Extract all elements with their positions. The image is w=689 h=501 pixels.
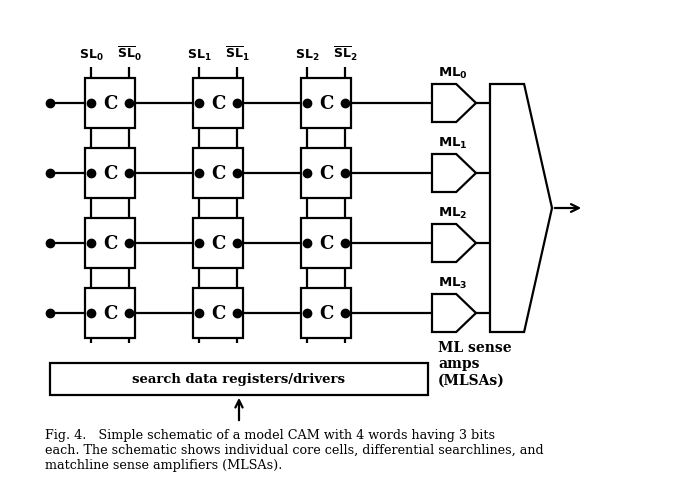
Bar	[193, 289, 243, 338]
Polygon shape	[432, 155, 476, 192]
Text: C: C	[319, 95, 333, 113]
Bar	[85, 289, 135, 338]
Text: C: C	[211, 95, 225, 113]
Bar	[50, 363, 428, 395]
Text: C: C	[103, 305, 117, 322]
Text: $\mathbf{ML_0}$: $\mathbf{ML_0}$	[438, 66, 468, 81]
Text: C: C	[319, 305, 333, 322]
Polygon shape	[432, 224, 476, 263]
Bar	[301, 149, 351, 198]
Bar	[301, 289, 351, 338]
Text: C: C	[211, 165, 225, 183]
Text: $\mathbf{ML_2}$: $\mathbf{ML_2}$	[438, 205, 467, 220]
Text: C: C	[103, 234, 117, 253]
Text: C: C	[103, 95, 117, 113]
Text: Fig. 4.   Simple schematic of a model CAM with 4 words having 3 bits
each. The s: Fig. 4. Simple schematic of a model CAM …	[45, 428, 544, 471]
Bar	[193, 218, 243, 269]
Text: $\mathbf{ML_1}$: $\mathbf{ML_1}$	[438, 136, 468, 151]
Text: C: C	[103, 165, 117, 183]
Text: $\mathbf{ML_3}$: $\mathbf{ML_3}$	[438, 276, 467, 291]
Bar	[193, 149, 243, 198]
Bar	[85, 79, 135, 129]
Text: $\mathbf{\overline{SL}_0}$: $\mathbf{\overline{SL}_0}$	[116, 45, 141, 63]
Text: C: C	[319, 165, 333, 183]
Text: $\mathbf{SL_0}$: $\mathbf{SL_0}$	[79, 48, 103, 63]
Bar	[85, 218, 135, 269]
Bar	[193, 79, 243, 129]
Text: search data registers/drivers: search data registers/drivers	[132, 373, 345, 386]
Text: C: C	[211, 234, 225, 253]
Text: $\mathbf{\overline{SL}_1}$: $\mathbf{\overline{SL}_1}$	[225, 45, 249, 63]
Text: $\mathbf{SL_2}$: $\mathbf{SL_2}$	[295, 48, 319, 63]
Polygon shape	[432, 85, 476, 123]
Text: $\mathbf{SL_1}$: $\mathbf{SL_1}$	[187, 48, 212, 63]
Bar	[301, 79, 351, 129]
Text: C: C	[211, 305, 225, 322]
Polygon shape	[490, 85, 552, 332]
Text: ML sense
amps
(MLSAs): ML sense amps (MLSAs)	[438, 340, 512, 387]
Text: C: C	[319, 234, 333, 253]
Bar	[301, 218, 351, 269]
Text: $\mathbf{\overline{SL}_2}$: $\mathbf{\overline{SL}_2}$	[333, 45, 357, 63]
Polygon shape	[432, 295, 476, 332]
Bar	[85, 149, 135, 198]
